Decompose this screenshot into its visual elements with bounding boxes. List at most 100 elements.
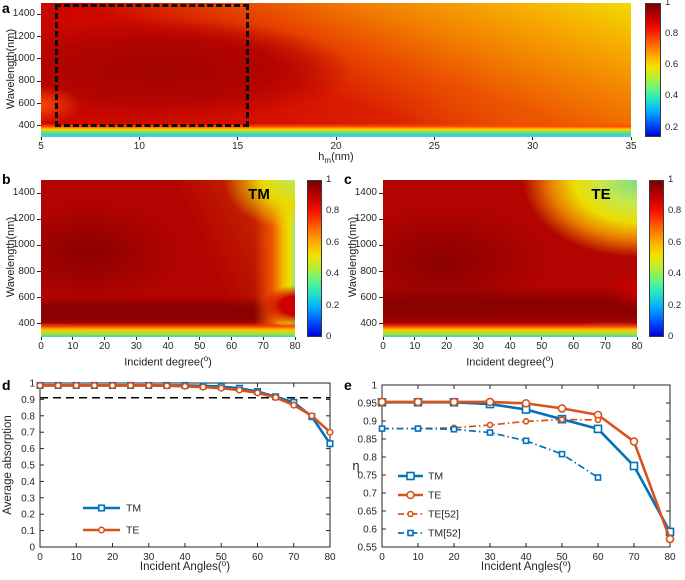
panel-c-xtick-mark — [477, 337, 479, 340]
panel-a-xtick-mark — [532, 137, 534, 140]
panel-c-colorbar-tick: 0.2 — [668, 299, 682, 311]
xtick-label: 10 — [71, 552, 83, 563]
panel-b-ytick-mark — [37, 192, 41, 194]
xtick-label: 40 — [520, 552, 532, 563]
panel-b-xtick-mark — [262, 337, 264, 340]
marker-square-TM[52] — [378, 425, 386, 432]
panel-c-xlabel-post: ) — [550, 356, 554, 369]
legend-label-TM: TM — [126, 503, 141, 515]
panel-c-ytick-mark — [379, 271, 383, 273]
panel-c-ytick-label: 600 — [360, 291, 377, 303]
panel-a-colorbar-tick: 0.4 — [665, 90, 679, 102]
panel-b-colorbar-tick: 0.4 — [326, 268, 340, 280]
marker-circle-TE[52] — [407, 510, 414, 518]
panel-a-xtick-mark — [433, 137, 435, 140]
panel-c-xtick-label: 60 — [567, 341, 580, 352]
series-line-TM — [40, 384, 332, 445]
marker-circle-TE — [253, 389, 262, 397]
panel-a-xtick-mark — [335, 137, 337, 140]
x-axis-label-sup: o — [222, 559, 227, 568]
y-axis-label: Average absorption — [2, 415, 14, 515]
panel-c-xtick-mark — [604, 337, 606, 340]
panel-a-xtick-mark — [630, 137, 632, 140]
panel-c-xlabel-pre: Incident degree( — [466, 356, 546, 369]
panel-c-ytick-mark — [379, 244, 383, 246]
xtick-label: 30 — [484, 552, 496, 563]
panel-b-xtick-mark — [135, 337, 137, 340]
panel-b-xtick-label: 10 — [67, 341, 79, 352]
panel-b-xlabel-post: ) — [208, 356, 212, 369]
marker-circle-TE — [97, 526, 106, 534]
ytick-label: 0 — [29, 543, 35, 554]
panel-b-xtick-label: 80 — [289, 341, 301, 352]
ytick-label: 0.7 — [363, 489, 377, 500]
xtick-label: 0 — [37, 552, 43, 563]
ytick-label: 1 — [371, 381, 377, 392]
marker-circle-TE — [413, 397, 423, 407]
panel-c-ytick-label: 400 — [360, 317, 377, 329]
panel-a-xtick-label: 20 — [330, 141, 342, 152]
x-axis-label-post: ) — [226, 561, 230, 573]
marker-square-TM[52] — [414, 425, 422, 432]
xtick-label: 10 — [412, 552, 424, 563]
panel-b-xtick-label: 40 — [162, 341, 174, 352]
panel-c-heatmap — [383, 180, 637, 337]
legend-label-TE: TE — [428, 490, 441, 502]
panel-b-xlabel-sup: o — [203, 354, 209, 363]
panel-b-xtick-mark — [104, 337, 105, 340]
panel-a-colorbar-tick: 0.2 — [665, 121, 679, 133]
panel-b-xtick-mark — [167, 337, 169, 340]
ytick-label: 0.9 — [363, 417, 377, 428]
panel-b-ytick-mark — [37, 271, 41, 273]
panel-b-colorbar — [307, 180, 322, 337]
panel-c-xtick-mark — [509, 337, 511, 340]
marker-square-TM — [97, 504, 106, 512]
xtick-label: 0 — [379, 552, 385, 563]
panel-a-xtick-label: 10 — [133, 141, 145, 152]
panel-c-xtick-label: 80 — [631, 341, 643, 352]
panel-c-ytick-label: 1400 — [354, 187, 377, 199]
panel-b-title: TM — [248, 186, 270, 203]
panel-a-xtick-mark — [40, 137, 42, 140]
ytick-label: 0.6 — [363, 525, 377, 536]
ytick-label: 1 — [29, 379, 35, 390]
marker-square-TM — [593, 424, 603, 434]
ytick-label: 0.5 — [21, 461, 35, 472]
panel-d-label: d — [2, 377, 11, 393]
panel-c-xtick-mark — [541, 337, 543, 340]
ytick-label: 0.2 — [21, 510, 35, 521]
panel-c-xtick-label: 70 — [599, 341, 611, 352]
marker-circle-TE — [629, 437, 639, 446]
panel-a-ytick-label: 600 — [18, 97, 35, 109]
panel-c-ylabel: Wavelength(nm) — [347, 216, 359, 298]
xtick-label: 80 — [664, 552, 676, 563]
panel-a-xtick-mark — [237, 137, 239, 140]
panel-c-xtick-mark — [382, 337, 384, 340]
panel-b-ytick-label: 400 — [18, 317, 35, 329]
marker-circle-TE — [108, 381, 117, 390]
panel-b-label: b — [2, 171, 11, 187]
xtick-label: 20 — [107, 552, 119, 563]
marker-square-TM[52] — [522, 437, 530, 445]
marker-circle-TE — [54, 381, 62, 390]
marker-circle-TE — [557, 404, 567, 413]
ytick-label: 0.4 — [21, 477, 35, 488]
panel-b-xtick-mark — [231, 337, 232, 340]
panel-a-ytick-label: 1400 — [12, 8, 35, 20]
panel-a-heatmap — [41, 3, 631, 137]
panel-a-xtick-label: 5 — [38, 141, 44, 152]
panel-b-ytick-mark — [37, 218, 41, 220]
panel-a-xtick-mark — [138, 137, 140, 140]
panel-b-ytick-label: 800 — [18, 265, 35, 277]
x-axis-label-post: ) — [567, 561, 571, 573]
panel-c-xtick-label: 30 — [472, 341, 484, 352]
legend-label-TM[52]: TM[52] — [428, 528, 461, 540]
panel-b-xtick-label: 70 — [257, 341, 269, 352]
panel-d-line-chart: 0 10 20 30 40 50 60 70 80 0 0.1 0.2 0.3 0.4 0.5 0.6 0.7 0… — [2, 379, 336, 574]
marker-circle-TE — [290, 401, 298, 409]
panel-c-xlabel-sup: o — [545, 354, 551, 363]
panel-c-xtick-mark — [573, 337, 574, 340]
marker-circle-TE — [199, 383, 207, 391]
marker-square-TM[52] — [558, 450, 566, 458]
marker-square-TM[52] — [486, 429, 494, 436]
